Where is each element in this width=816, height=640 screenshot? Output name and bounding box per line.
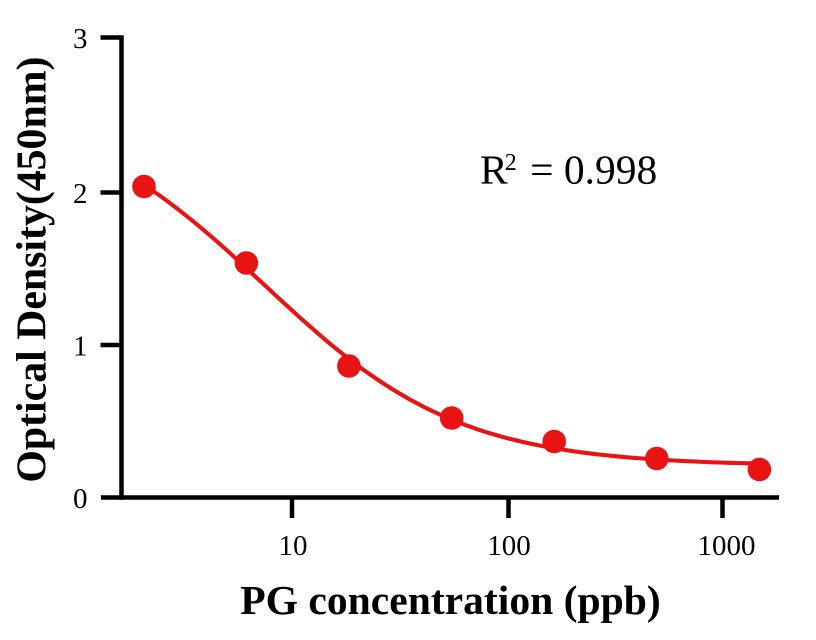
svg-text:2: 2 (73, 178, 88, 210)
svg-text:100: 100 (487, 530, 531, 562)
svg-text:3: 3 (73, 23, 88, 55)
svg-text:Optical Density(450nm): Optical Density(450nm) (9, 57, 55, 483)
svg-text:0: 0 (73, 483, 88, 515)
svg-text:10: 10 (279, 530, 308, 562)
svg-text:R2 = 0.998: R2 = 0.998 (480, 147, 657, 193)
svg-text:1: 1 (73, 331, 88, 363)
svg-text:1000: 1000 (698, 530, 756, 562)
svg-text:PG concentration (ppb): PG concentration (ppb) (240, 577, 661, 624)
